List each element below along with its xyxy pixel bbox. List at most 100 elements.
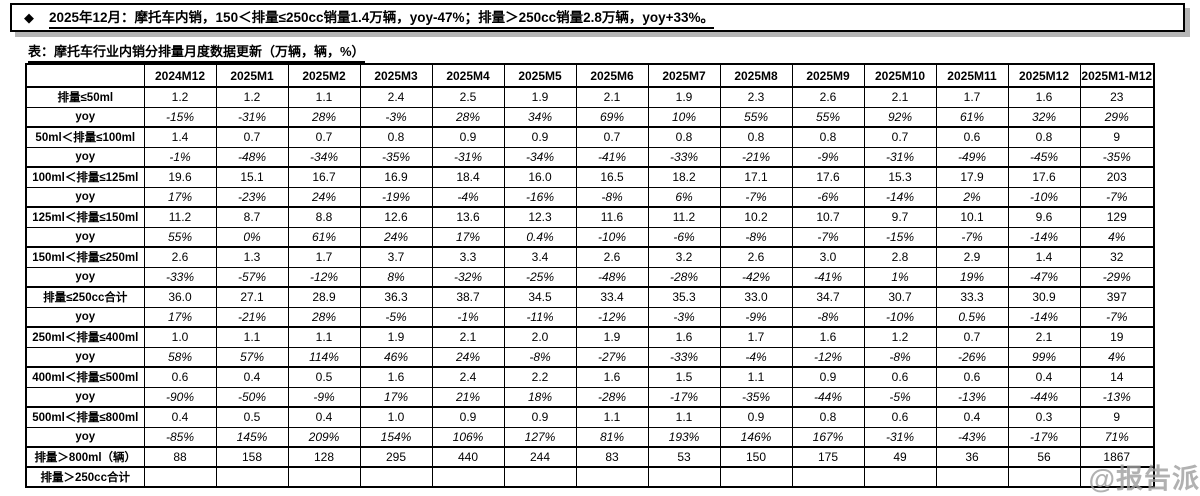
data-cell: 10% xyxy=(647,106,721,128)
data-cell: 2.1 xyxy=(575,86,649,108)
data-cell: -29% xyxy=(1079,266,1155,288)
row-label: yoy xyxy=(25,386,145,408)
data-cell: 0.9 xyxy=(503,126,577,148)
header-month-cell: 2025M5 xyxy=(503,63,577,88)
data-cell: 1.2 xyxy=(143,86,217,108)
data-cell: 129 xyxy=(1079,206,1155,228)
data-cell: 2% xyxy=(935,186,1009,208)
data-cell: 38.7 xyxy=(431,286,505,308)
data-cell: 9 xyxy=(1079,406,1155,428)
row-label: 排量＞250cc合计 xyxy=(25,466,145,488)
data-cell: 0.6 xyxy=(143,366,217,388)
data-cell: 2.0 xyxy=(503,326,577,348)
table-title: 表：摩托车行业内销分排量月度数据更新（万辆，辆，%） xyxy=(28,41,365,63)
row-label: yoy xyxy=(25,106,145,128)
data-cell: 158 xyxy=(215,446,289,468)
data-cell: 11.2 xyxy=(647,206,721,228)
data-cell: 36 xyxy=(935,446,1009,468)
table-row: yoy -1% -48% -34% -35% -31% -34% -41% -33% -21% -9… xyxy=(25,146,1155,168)
data-cell: -35% xyxy=(719,386,793,408)
data-cell: 10.2 xyxy=(719,206,793,228)
data-cell: -10% xyxy=(863,306,937,328)
data-cell: 18.2 xyxy=(647,166,721,188)
table-row: 100ml＜排量≤125ml 19.6 15.1 16.7 16.9 18.4 16.0 16… xyxy=(25,166,1155,188)
header-month-cell: 2025M8 xyxy=(719,63,793,88)
data-cell: 0.7 xyxy=(575,126,649,148)
data-cell: 1.9 xyxy=(575,326,649,348)
data-cell: -26% xyxy=(935,346,1009,368)
data-cell: 53 xyxy=(647,446,721,468)
data-cell: -7% xyxy=(1079,306,1155,328)
data-cell: 244 xyxy=(503,446,577,468)
data-cell: 24% xyxy=(431,346,505,368)
data-cell: 397 xyxy=(1079,286,1155,308)
data-cell: 1.1 xyxy=(719,366,793,388)
data-cell: 0.4 xyxy=(935,406,1009,428)
data-cell: 3.7 xyxy=(359,246,433,268)
data-cell: 1.7 xyxy=(287,246,361,268)
data-cell: -33% xyxy=(143,266,217,288)
data-cell: 2.5 xyxy=(431,86,505,108)
data-cell: -13% xyxy=(1079,386,1155,408)
data-cell: 0.3 xyxy=(1007,406,1081,428)
row-label: 排量≤50ml xyxy=(25,86,145,108)
data-cell: -31% xyxy=(863,426,937,448)
data-cell: 16.5 xyxy=(575,166,649,188)
data-cell: -3% xyxy=(359,106,433,128)
table-row: yoy 58% 57% 114% 46% 24% -8% -27% -33% -4% -12% -8%… xyxy=(25,346,1155,368)
data-cell: 83 xyxy=(575,446,649,468)
row-label: 100ml＜排量≤125ml xyxy=(25,166,145,188)
data-cell: -35% xyxy=(359,146,433,168)
row-label: 50ml＜排量≤100ml xyxy=(25,126,145,148)
data-cell: 127% xyxy=(503,426,577,448)
data-cell: -6% xyxy=(647,226,721,248)
data-cell: 10.1 xyxy=(935,206,1009,228)
data-cell: -23% xyxy=(215,186,289,208)
data-cell: 32% xyxy=(1007,106,1081,128)
data-cell: -48% xyxy=(215,146,289,168)
data-cell: 24% xyxy=(359,226,433,248)
data-cell: 0.8 xyxy=(359,126,433,148)
data-cell: 27.1 xyxy=(215,286,289,308)
data-cell: -42% xyxy=(719,266,793,288)
data-cell: 3.2 xyxy=(647,246,721,268)
data-cell: 3.4 xyxy=(503,246,577,268)
row-label: yoy xyxy=(25,346,145,368)
data-cell xyxy=(791,466,865,488)
data-cell: 0.7 xyxy=(863,126,937,148)
data-cell: 0.4 xyxy=(287,406,361,428)
data-cell: -12% xyxy=(791,346,865,368)
data-cell: -7% xyxy=(1079,186,1155,208)
table-row: 排量＞800ml（辆） 88 158 128 295 440 244 83 53 150 175 49… xyxy=(25,446,1155,468)
data-cell: 0% xyxy=(215,226,289,248)
data-cell: 0.4 xyxy=(215,366,289,388)
data-cell: -14% xyxy=(863,186,937,208)
data-cell: 0.9 xyxy=(431,406,505,428)
row-label: 250ml＜排量≤400ml xyxy=(25,326,145,348)
header-month-cell: 2025M1 xyxy=(215,63,289,88)
data-cell: 2.6 xyxy=(791,86,865,108)
data-cell: 203 xyxy=(1079,166,1155,188)
data-cell: 58% xyxy=(143,346,217,368)
data-cell: 1% xyxy=(863,266,937,288)
data-cell: 0.8 xyxy=(791,406,865,428)
data-cell xyxy=(935,466,1009,488)
data-cell: 28% xyxy=(287,306,361,328)
data-cell: 0.4 xyxy=(1007,366,1081,388)
data-cell: -16% xyxy=(503,186,577,208)
data-cell: 0.5% xyxy=(935,306,1009,328)
data-cell: -12% xyxy=(287,266,361,288)
header-month-cell: 2025M4 xyxy=(431,63,505,88)
data-cell: 209% xyxy=(287,426,361,448)
data-cell: -28% xyxy=(575,386,649,408)
data-cell: 2.4 xyxy=(359,86,433,108)
data-cell: 4% xyxy=(1079,226,1155,248)
data-cell: 12.3 xyxy=(503,206,577,228)
table-header-row: 2024M12 2025M1 2025M2 2025M3 2025M4 2025M5 202… xyxy=(25,63,1155,88)
data-cell: -4% xyxy=(431,186,505,208)
data-cell: 8.8 xyxy=(287,206,361,228)
data-cell: 0.7 xyxy=(215,126,289,148)
diamond-bullet-icon: ◆ xyxy=(24,10,34,25)
data-cell: -44% xyxy=(1007,386,1081,408)
data-cell xyxy=(503,466,577,488)
